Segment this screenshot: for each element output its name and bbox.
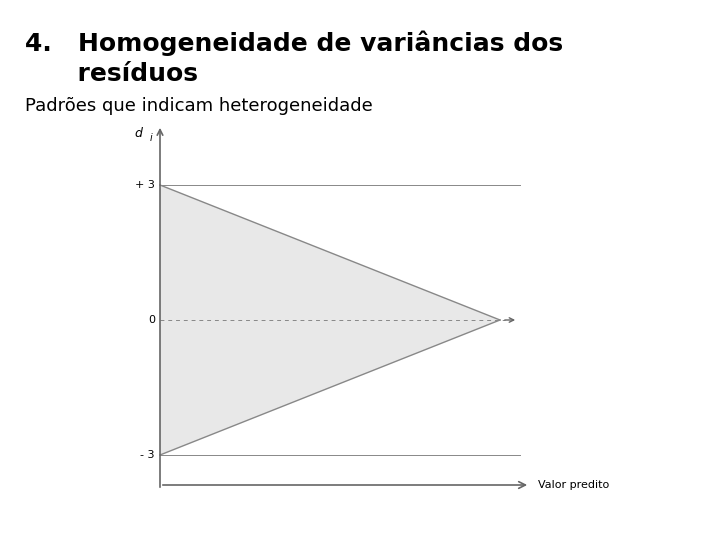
Text: - 3: - 3: [140, 450, 155, 460]
Text: Valor predito: Valor predito: [538, 480, 609, 490]
Text: i: i: [150, 133, 153, 143]
Text: 0: 0: [148, 315, 155, 325]
Text: 4.   Homogeneidade de variâncias dos: 4. Homogeneidade de variâncias dos: [25, 30, 563, 56]
Text: + 3: + 3: [135, 180, 155, 190]
Text: d: d: [134, 127, 142, 140]
Text: resíduos: resíduos: [25, 62, 198, 86]
Text: Padrões que indicam heterogeneidade: Padrões que indicam heterogeneidade: [25, 97, 373, 115]
Polygon shape: [160, 185, 500, 455]
